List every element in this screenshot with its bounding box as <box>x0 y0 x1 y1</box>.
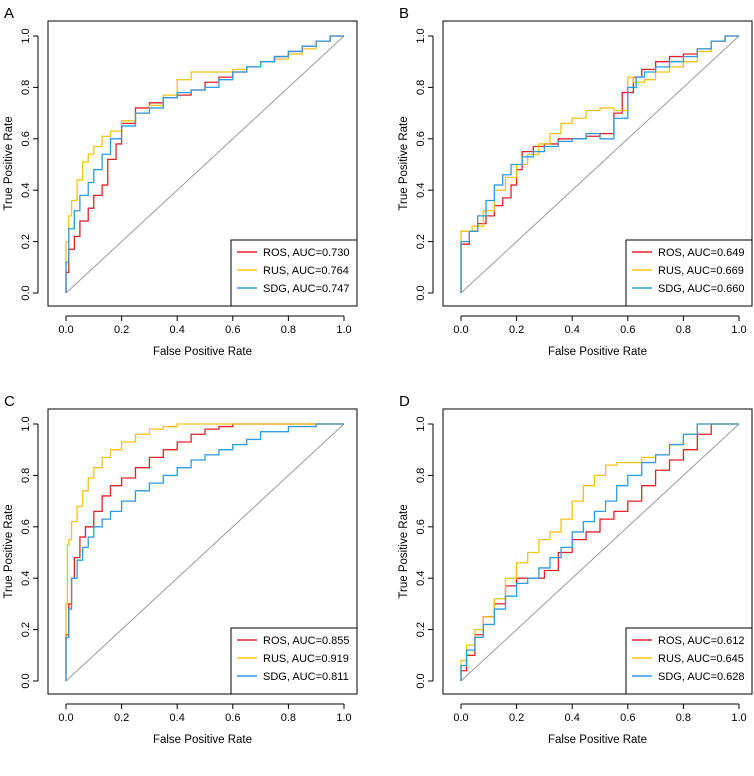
y-tick-label: 0.6 <box>415 519 427 534</box>
x-tick-label: 0.0 <box>453 712 468 724</box>
y-tick-label: 0.8 <box>20 468 32 483</box>
legend: ROS, AUC=0.612 RUS, AUC=0.645 SDG, AUC=0.6… <box>625 627 753 695</box>
x-tick-label: 0.4 <box>170 712 185 724</box>
panel-letter: A <box>4 5 14 22</box>
x-tick-label: 0.8 <box>281 712 296 724</box>
roc-curve-sdg <box>460 35 739 293</box>
y-axis-title: True Positive Rate <box>398 504 410 598</box>
plot-frame <box>47 20 358 307</box>
plot-frame <box>442 408 753 695</box>
y-tick-label: 1.0 <box>20 416 32 431</box>
roc-curve-sdg <box>460 423 739 681</box>
panel-letter: B <box>399 5 409 22</box>
y-tick-label: 0.4 <box>20 571 32 586</box>
y-tick-label: 0.0 <box>20 285 32 300</box>
y-tick-label: 0.8 <box>415 80 427 95</box>
y-tick-label: 1.0 <box>415 416 427 431</box>
y-tick-label: 0.4 <box>415 183 427 198</box>
y-tick-label: 0.0 <box>415 673 427 688</box>
legend-label-ros: ROS, AUC=0.730 <box>263 247 350 259</box>
y-tick-label: 1.0 <box>20 28 32 43</box>
legend-label-ros: ROS, AUC=0.649 <box>658 247 745 259</box>
y-tick-label: 1.0 <box>415 28 427 43</box>
panel-letter: C <box>4 393 15 410</box>
chance-diagonal <box>65 35 345 294</box>
x-tick-label: 0.2 <box>509 324 524 336</box>
x-tick-label: 1.0 <box>336 324 351 336</box>
panel-letter: D <box>399 393 410 410</box>
y-axis-title: True Positive Rate <box>398 116 410 210</box>
legend-box <box>625 239 753 307</box>
plot-frame <box>47 408 358 695</box>
legend-label-ros: ROS, AUC=0.855 <box>263 635 350 647</box>
panel-b: B 0.0 0.2 0.4 0.6 0.8 1.0 0.0 0.2 0.4 0.6 0.8 1.0 Fal… <box>398 5 753 358</box>
chance-diagonal <box>460 35 740 294</box>
legend-label-rus: RUS, AUC=0.669 <box>658 265 744 277</box>
x-axis-title: False Positive Rate <box>548 346 647 358</box>
legend-label-rus: RUS, AUC=0.764 <box>263 265 349 277</box>
x-tick-label: 0.0 <box>58 324 73 336</box>
x-tick-label: 0.0 <box>453 324 468 336</box>
x-tick-label: 0.6 <box>620 324 635 336</box>
chance-diagonal <box>460 423 740 682</box>
x-tick-label: 0.2 <box>114 712 129 724</box>
y-tick-label: 0.2 <box>415 622 427 637</box>
roc-curve-ros <box>65 423 344 681</box>
x-tick-label: 0.2 <box>114 324 129 336</box>
legend-box <box>230 239 358 307</box>
x-tick-label: 1.0 <box>336 712 351 724</box>
y-tick-label: 0.2 <box>20 234 32 249</box>
panel-a: A 0.0 0.2 0.4 0.6 0.8 1.0 0.0 0.2 0.4 0.6 0.8 1.0 Fal… <box>3 5 358 358</box>
x-tick-label: 0.8 <box>676 712 691 724</box>
x-axis-title: False Positive Rate <box>548 734 647 746</box>
y-tick-label: 0.6 <box>20 519 32 534</box>
legend-label-sdg: SDG, AUC=0.660 <box>658 283 745 295</box>
x-tick-label: 0.4 <box>170 324 185 336</box>
legend-label-sdg: SDG, AUC=0.811 <box>263 671 349 683</box>
y-axis-title: True Positive Rate <box>3 504 15 598</box>
x-tick-label: 0.4 <box>565 324 580 336</box>
legend-box <box>625 627 753 695</box>
x-tick-label: 0.8 <box>676 324 691 336</box>
x-axis-title: False Positive Rate <box>153 346 252 358</box>
legend-label-sdg: SDG, AUC=0.628 <box>658 671 745 683</box>
x-tick-label: 0.0 <box>58 712 73 724</box>
x-tick-label: 1.0 <box>731 324 746 336</box>
legend: ROS, AUC=0.730 RUS, AUC=0.764 SDG, AUC=0.7… <box>230 239 358 307</box>
plot-frame <box>442 20 753 307</box>
legend-label-ros: ROS, AUC=0.612 <box>658 635 745 647</box>
x-tick-label: 0.6 <box>225 712 240 724</box>
y-tick-label: 0.8 <box>20 80 32 95</box>
y-tick-label: 0.0 <box>20 673 32 688</box>
x-tick-label: 0.6 <box>225 324 240 336</box>
x-tick-label: 1.0 <box>731 712 746 724</box>
x-axis-title: False Positive Rate <box>153 734 252 746</box>
legend-box <box>230 627 358 695</box>
legend-label-sdg: SDG, AUC=0.747 <box>263 283 350 295</box>
y-tick-label: 0.2 <box>415 234 427 249</box>
y-tick-label: 0.4 <box>20 183 32 198</box>
y-tick-label: 0.2 <box>20 622 32 637</box>
legend-label-rus: RUS, AUC=0.645 <box>658 653 744 665</box>
x-tick-label: 0.2 <box>509 712 524 724</box>
roc-curve-sdg <box>65 35 344 293</box>
x-tick-label: 0.8 <box>281 324 296 336</box>
y-tick-label: 0.8 <box>415 468 427 483</box>
x-tick-label: 0.4 <box>565 712 580 724</box>
roc-curve-rus <box>65 423 344 681</box>
legend-label-rus: RUS, AUC=0.919 <box>263 653 349 665</box>
y-axis-title: True Positive Rate <box>3 116 15 210</box>
y-tick-label: 0.6 <box>415 131 427 146</box>
y-tick-label: 0.0 <box>415 285 427 300</box>
panel-d: D 0.0 0.2 0.4 0.6 0.8 1.0 0.0 0.2 0.4 0.6 0.8 1.0 Fal… <box>398 393 753 746</box>
roc-curve-sdg <box>65 423 344 681</box>
legend: ROS, AUC=0.649 RUS, AUC=0.669 SDG, AUC=0.6… <box>625 239 753 307</box>
y-tick-label: 0.6 <box>20 131 32 146</box>
legend: ROS, AUC=0.855 RUS, AUC=0.919 SDG, AUC=0.8… <box>230 627 358 695</box>
y-tick-label: 0.4 <box>415 571 427 586</box>
x-tick-label: 0.6 <box>620 712 635 724</box>
chance-diagonal <box>65 423 345 682</box>
panel-c: C 0.0 0.2 0.4 0.6 0.8 1.0 0.0 0.2 0.4 0.6 0.8 1.0 Fal… <box>3 393 358 746</box>
